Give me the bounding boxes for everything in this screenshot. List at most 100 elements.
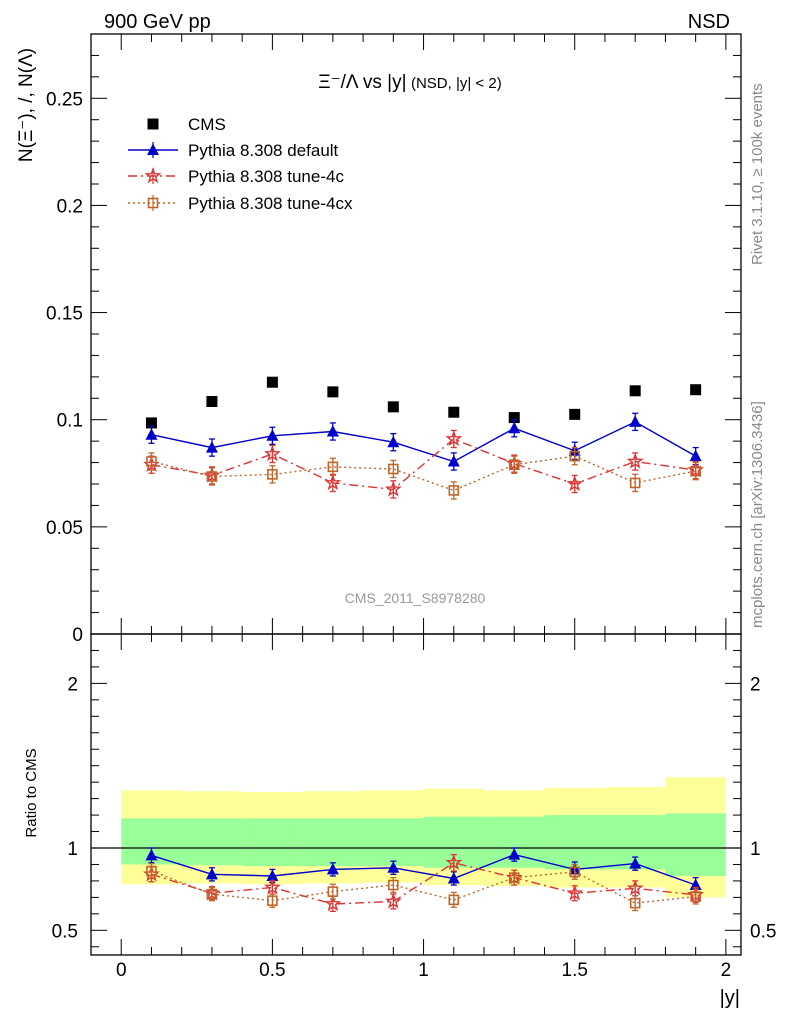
main-plot: 0 0.05 0.1 0.15 0.2 0.25	[46, 33, 742, 646]
main-tune4c-point	[263, 445, 281, 462]
ratio-default-line	[151, 853, 696, 886]
main-cms-point	[569, 408, 581, 420]
main-y-axis-title: N(Ξ⁻), /, N(Λ)	[16, 48, 37, 162]
x-tick-label: 0	[116, 960, 127, 981]
header-left-label: 900 GeV pp	[104, 11, 211, 33]
main-tune4cx-point	[508, 459, 520, 471]
ratio-y-tick-label-right: 0.5	[750, 921, 776, 942]
main-tune4c-point	[324, 474, 342, 491]
ratio-tune4c-point	[445, 853, 463, 870]
ratio-inner-band	[363, 818, 424, 867]
main-cms-point	[508, 412, 520, 424]
main-cms-series	[145, 376, 702, 429]
ratio-default-point	[326, 862, 339, 875]
x-tick-label: 1.5	[562, 960, 588, 981]
ratio-inner-band	[242, 818, 303, 867]
main-tune4c-point	[626, 452, 644, 469]
ratio-default-point	[205, 867, 218, 880]
legend-label: Pythia 8.308 tune-4cx	[188, 194, 353, 213]
ratio-tune4c-point	[626, 879, 644, 896]
ratio-y-tick-label-left: 0.5	[52, 921, 78, 942]
chart-title: Ξ⁻/Λ vs |y| (NSD, |y| < 2)	[318, 72, 501, 93]
ratio-tune4cx-point	[508, 872, 520, 883]
main-default-point	[447, 455, 460, 467]
main-default-point	[145, 428, 158, 440]
legend-marker	[147, 118, 159, 130]
main-tune4cx-point	[388, 463, 399, 475]
main-y-tick-label: 0	[72, 625, 83, 646]
main-tune4c-line	[151, 438, 696, 491]
ratio-y-axis-title: Ratio to CMS	[23, 748, 40, 837]
ratio-default-point	[629, 857, 642, 869]
main-cms-point	[690, 384, 702, 396]
ratio-tune4c-point	[384, 892, 402, 909]
legend-marker	[147, 143, 159, 155]
ratio-inner-band	[544, 815, 605, 870]
main-tune4c-point	[566, 475, 584, 492]
main-y-tick-label: 0.05	[46, 518, 83, 539]
main-tune4cx-point	[267, 469, 278, 480]
main-default-line	[151, 421, 697, 463]
main-tune4cx-point	[629, 477, 641, 489]
main-y-tick-label: 0.25	[46, 89, 83, 110]
rivet-version-label: Rivet 3.1.10, ≥ 100k events	[749, 83, 766, 265]
main-tune4c-point	[384, 480, 402, 497]
ratio-tune4cx-series	[146, 862, 701, 912]
main-tune4cx-point	[146, 456, 157, 467]
x-tick-label: 0.5	[259, 960, 285, 981]
ratio-tune4c-point	[324, 895, 342, 912]
main-default-point	[266, 429, 279, 441]
ratio-tune4cx-point	[448, 894, 460, 906]
ratio-tune4c-point	[263, 878, 281, 895]
legend-label: Pythia 8.308 default	[188, 141, 339, 160]
ratio-default-point	[447, 871, 460, 884]
ratio-tune4cx-point	[569, 866, 581, 878]
ratio-tune4cx-point	[327, 886, 339, 897]
legend-label: CMS	[188, 115, 226, 134]
x-tick-label: 1	[418, 960, 429, 981]
ratio-default-point	[508, 848, 521, 860]
main-tune4cx-line	[151, 455, 696, 492]
main-default-series	[145, 412, 702, 471]
ratio-plot-frame	[90, 633, 742, 956]
main-tune4cx-point	[327, 461, 339, 473]
main-cms-point	[266, 376, 278, 388]
main-cms-point	[448, 406, 460, 418]
ratio-inner-band	[665, 813, 726, 876]
legend: CMS Pythia 8.308 default Pythia 8.308 tune…	[128, 115, 353, 213]
main-default-point	[326, 425, 339, 437]
main-tune4cx-point	[206, 471, 218, 482]
main-default-point	[205, 441, 218, 453]
ratio-tune4cx-point	[690, 891, 701, 902]
main-tune4cx-point	[690, 465, 701, 477]
main-tune4c-series	[143, 429, 705, 499]
main-default-point	[508, 421, 521, 434]
legend-label: Pythia 8.308 tune-4c	[188, 167, 344, 186]
main-y-tick-label: 0.2	[57, 196, 83, 217]
main-cms-point	[206, 396, 218, 407]
main-cms-point	[145, 417, 157, 429]
ratio-plot: 0.5 0.5 1 1 2 2 0 0.5 1 1.5 2	[52, 633, 776, 981]
main-tune4c-point	[445, 430, 463, 447]
x-axis-title: |y|	[720, 987, 740, 1009]
chart-title-sub: (NSD, |y| < 2)	[411, 75, 502, 92]
ratio-inner-band	[302, 818, 364, 867]
main-cms-point	[387, 401, 399, 413]
ratio-tune4cx-point	[388, 879, 399, 891]
ratio-default-point	[266, 869, 279, 881]
ratio-tune4cx-point	[267, 895, 278, 906]
chart-title-main: Ξ⁻/Λ vs |y|	[318, 72, 406, 93]
main-tune4cx-point	[569, 450, 581, 462]
ratio-default-point	[145, 848, 158, 861]
main-cms-point	[327, 386, 339, 398]
main-tune4cx-series	[146, 446, 701, 500]
main-default-point	[689, 449, 702, 462]
analysis-watermark: CMS_2011_S8978280	[345, 590, 486, 606]
ratio-tune4cx-point	[629, 897, 641, 909]
mcplots-label: mcplots.cern.ch [arXiv:1306.3436]	[749, 401, 766, 628]
main-y-tick-label: 0.15	[46, 304, 83, 325]
ratio-tune4cx-point	[206, 888, 218, 900]
ratio-tune4cx-line	[151, 870, 696, 904]
main-cms-point	[629, 385, 641, 397]
